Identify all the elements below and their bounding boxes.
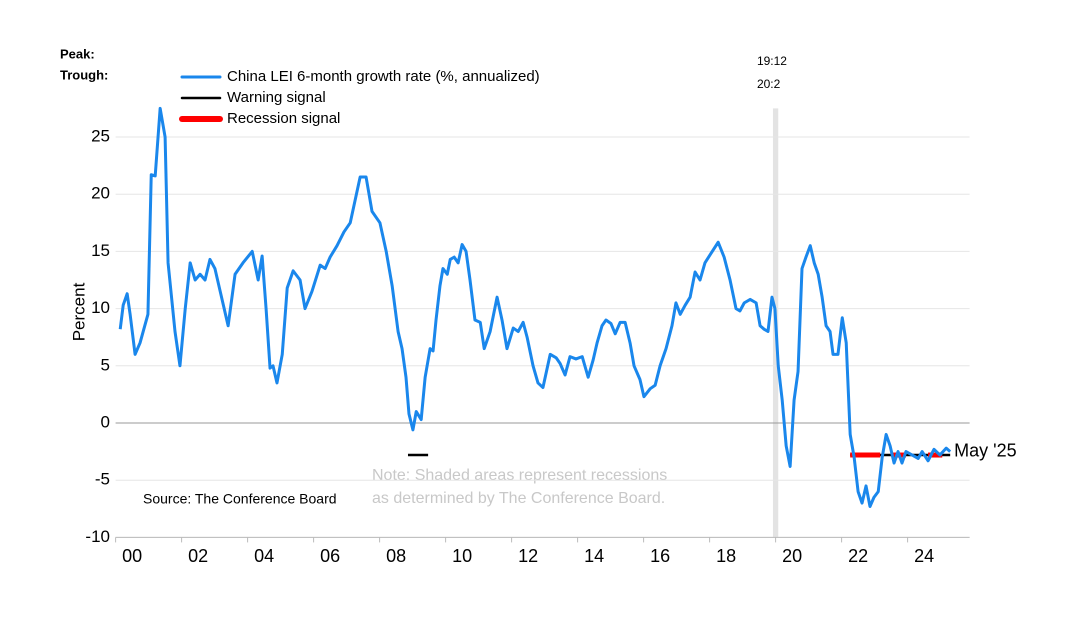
x-tick-label: 06 bbox=[320, 546, 340, 566]
x-tick-label: 22 bbox=[848, 546, 868, 566]
x-tick-label: 16 bbox=[650, 546, 670, 566]
x-tick-label: 20 bbox=[782, 546, 802, 566]
x-tick-label: 08 bbox=[386, 546, 406, 566]
y-tick-label: 15 bbox=[91, 241, 110, 260]
legend-label: Warning signal bbox=[227, 89, 326, 106]
x-tick-label: 14 bbox=[584, 546, 604, 566]
x-tick-label: 00 bbox=[122, 546, 142, 566]
y-axis-label: Percent bbox=[69, 282, 88, 341]
note: as determined by The Conference Board. bbox=[372, 490, 665, 507]
series-line bbox=[118, 106, 952, 509]
x-tick-label: 02 bbox=[188, 546, 208, 566]
x-tick-label: 12 bbox=[518, 546, 538, 566]
y-tick-label: -5 bbox=[95, 470, 110, 489]
y-tick-label: 5 bbox=[101, 355, 110, 374]
y-tick-label: 25 bbox=[91, 126, 110, 145]
note: Note: Shaded areas represent recessions bbox=[372, 467, 667, 484]
legend-label: China LEI 6-month growth rate (%, annual… bbox=[227, 68, 540, 85]
y-tick-label: 0 bbox=[101, 412, 110, 431]
y-tick-label: -10 bbox=[85, 527, 110, 546]
x-tick-label: 18 bbox=[716, 546, 736, 566]
trough-label: Trough: bbox=[60, 67, 108, 82]
x-tick-label: 04 bbox=[254, 546, 274, 566]
y-tick-label: 20 bbox=[91, 184, 110, 203]
trough-date: 20:2 bbox=[757, 77, 781, 91]
end-label: May '25 bbox=[954, 440, 1016, 460]
peak-label: Peak: bbox=[60, 46, 95, 61]
x-tick-label: 24 bbox=[914, 546, 934, 566]
source: Source: The Conference Board bbox=[143, 491, 337, 507]
y-tick-label: 10 bbox=[91, 298, 110, 317]
legend-label: Recession signal bbox=[227, 110, 340, 127]
peak-date: 19:12 bbox=[757, 54, 787, 68]
x-tick-label: 10 bbox=[452, 546, 472, 566]
